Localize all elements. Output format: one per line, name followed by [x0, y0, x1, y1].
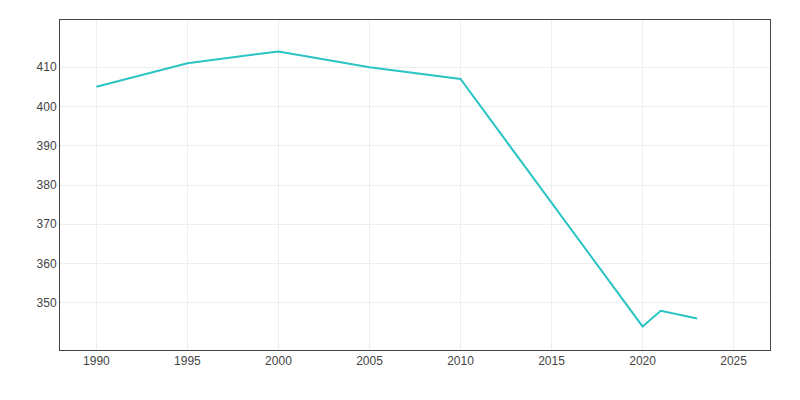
svg-text:400: 400	[37, 100, 57, 114]
svg-text:380: 380	[37, 178, 57, 192]
svg-text:2025: 2025	[720, 354, 747, 368]
svg-text:2010: 2010	[447, 354, 474, 368]
svg-text:2005: 2005	[356, 354, 383, 368]
svg-text:370: 370	[37, 217, 57, 231]
svg-text:2000: 2000	[265, 354, 292, 368]
svg-text:2020: 2020	[629, 354, 656, 368]
svg-text:360: 360	[37, 257, 57, 271]
svg-text:2015: 2015	[538, 354, 565, 368]
svg-text:390: 390	[37, 139, 57, 153]
svg-text:1990: 1990	[83, 354, 110, 368]
svg-text:410: 410	[37, 60, 57, 74]
svg-text:1995: 1995	[174, 354, 201, 368]
svg-text:350: 350	[37, 296, 57, 310]
